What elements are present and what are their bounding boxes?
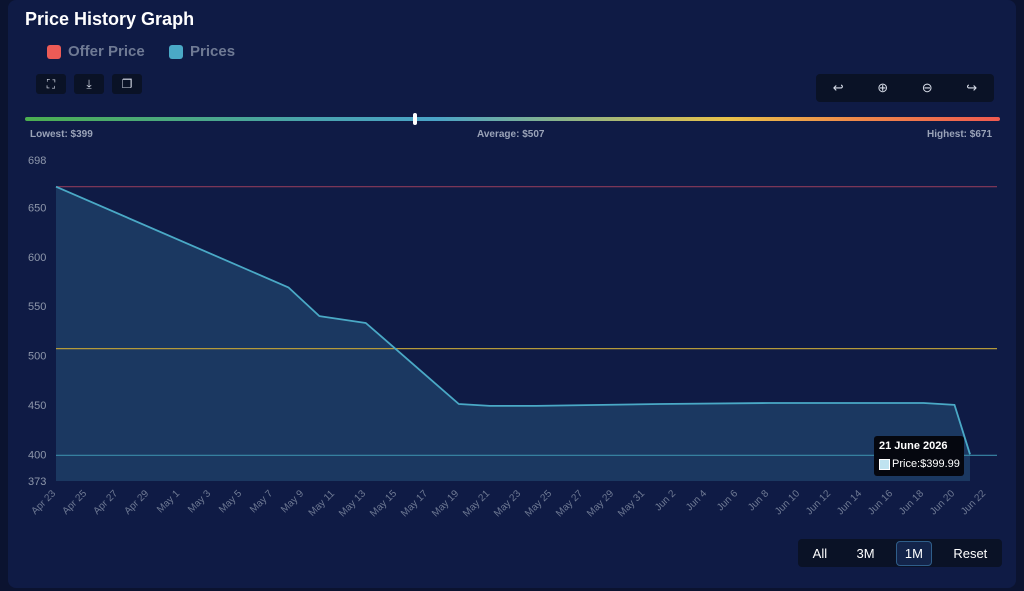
range-button-1m[interactable]: 1M xyxy=(895,540,932,566)
x-tick-label: Jun 10 xyxy=(773,488,802,517)
x-tick-label: May 31 xyxy=(616,488,647,519)
legend-label: Prices xyxy=(190,43,236,60)
range-selector: All 3M 1M Reset xyxy=(798,539,1002,567)
legend-swatch-prices xyxy=(169,44,183,59)
tooltip-value: Price:$399.99 xyxy=(892,458,960,470)
x-tick-label: May 29 xyxy=(585,488,616,519)
y-tick-label: 600 xyxy=(28,252,46,264)
x-tick-label: May 25 xyxy=(523,488,554,519)
x-tick-label: May 23 xyxy=(492,488,523,519)
x-tick-label: Apr 27 xyxy=(92,488,121,517)
x-tick-label: Jun 20 xyxy=(928,488,957,517)
x-tick-label: May 27 xyxy=(554,488,585,519)
x-tick-label: Apr 29 xyxy=(123,488,152,517)
page-title: Price History Graph xyxy=(25,9,195,29)
x-tick-label: Jun 14 xyxy=(835,488,864,517)
x-tick-label: Jun 22 xyxy=(959,488,988,517)
pan-right-icon[interactable]: ↪ xyxy=(966,80,978,95)
y-tick-label: 650 xyxy=(28,202,46,214)
x-tick-label: Apr 25 xyxy=(61,488,90,517)
legend-item-offer-price[interactable]: Offer Price xyxy=(47,43,145,60)
copy-icon: ❐ xyxy=(121,77,133,91)
tooltip-date: 21 June 2026 xyxy=(879,440,948,452)
x-tick-label: May 17 xyxy=(399,488,430,519)
y-tick-label: 698 xyxy=(28,155,46,167)
lowest-price-label: Lowest: $399 xyxy=(30,129,93,140)
x-tick-label: May 7 xyxy=(248,488,275,515)
highest-price-label: Highest: $671 xyxy=(927,129,993,140)
x-tick-label: Apr 23 xyxy=(30,488,59,517)
tooltip-swatch xyxy=(879,458,890,470)
legend-item-prices[interactable]: Prices xyxy=(169,43,235,60)
series-area-prices xyxy=(56,186,970,481)
x-tick-label: Jun 16 xyxy=(866,488,895,517)
copy-button[interactable]: ❐ xyxy=(112,74,142,94)
chart-tooltip: 21 June 2026 Price:$399.99 xyxy=(874,436,964,476)
zoom-in-icon[interactable]: ⊕ xyxy=(877,80,889,95)
range-button-reset[interactable]: Reset xyxy=(953,545,988,561)
y-tick-label: 373 xyxy=(28,476,46,488)
series-line-prices xyxy=(55,185,971,455)
current-price-marker xyxy=(413,113,417,125)
tooltip-value-row: Price:$399.99 xyxy=(879,458,960,470)
x-tick-label: May 5 xyxy=(217,488,244,515)
download-icon: ⤓ xyxy=(86,76,92,91)
x-tick-label: Jun 2 xyxy=(653,488,678,513)
x-tick-label: May 19 xyxy=(430,488,461,519)
pan-left-icon[interactable]: ↩ xyxy=(832,80,844,95)
x-tick-label: Jun 6 xyxy=(715,488,740,513)
x-tick-label: May 21 xyxy=(461,488,492,519)
x-tick-label: May 9 xyxy=(279,488,306,515)
x-tick-label: May 15 xyxy=(368,488,399,519)
price-range-bar xyxy=(25,117,1000,121)
average-price-label: Average: $507 xyxy=(477,129,545,140)
range-button-3m[interactable]: 3M xyxy=(856,545,875,561)
x-tick-label: May 11 xyxy=(307,488,338,519)
y-tick-label: 550 xyxy=(28,301,46,313)
y-tick-label: 400 xyxy=(28,449,46,461)
legend-label: Offer Price xyxy=(68,43,145,60)
download-button[interactable]: ⤓ xyxy=(74,74,104,94)
legend-swatch-offer-price xyxy=(47,44,61,59)
zoom-toolbar: ↩ ⊕ ⊖ ↪ xyxy=(816,74,994,102)
x-tick-label: May 13 xyxy=(337,488,368,519)
x-tick-label: May 1 xyxy=(155,488,182,515)
x-tick-label: Jun 4 xyxy=(684,488,709,513)
y-tick-label: 450 xyxy=(28,400,46,412)
range-button-all[interactable]: All xyxy=(812,545,828,561)
fullscreen-icon: ⛶ xyxy=(46,76,56,91)
y-tick-label: 500 xyxy=(28,351,46,363)
x-tick-label: Jun 12 xyxy=(804,488,833,517)
x-tick-label: Jun 8 xyxy=(746,488,771,513)
x-tick-label: May 3 xyxy=(186,488,213,515)
zoom-out-icon[interactable]: ⊖ xyxy=(921,80,933,95)
x-tick-label: Jun 18 xyxy=(897,488,926,517)
fullscreen-button[interactable]: ⛶ xyxy=(36,74,66,94)
